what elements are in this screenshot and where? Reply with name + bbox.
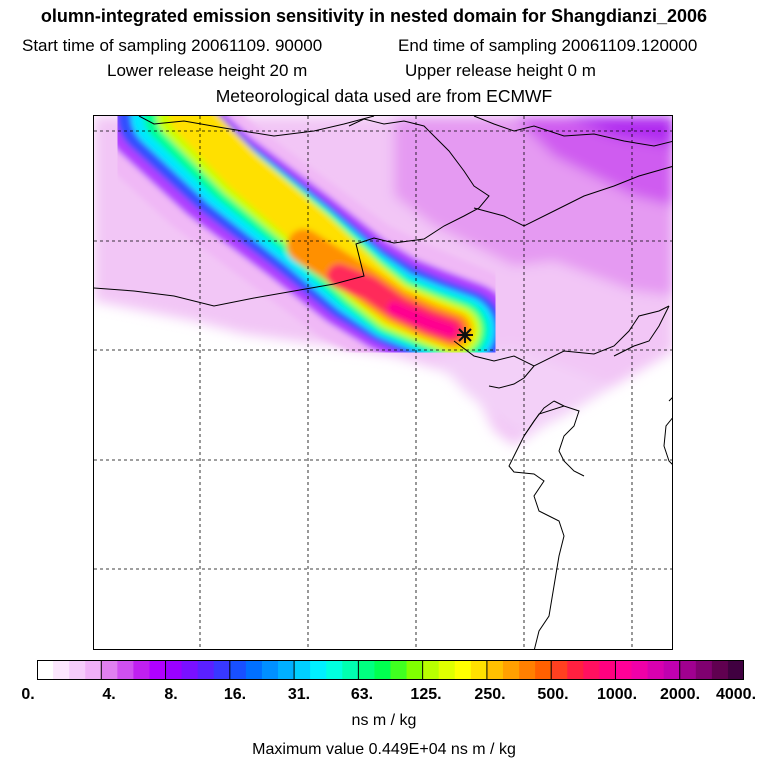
colorbar-cell [631,660,649,680]
colorbar-cell [615,660,633,680]
map-panel[interactable] [93,115,673,650]
colorbar-cell [342,660,359,680]
colorbar-cell [486,660,504,680]
colorbar-cell [519,660,536,680]
colorbar-cell [727,660,745,680]
colorbar [37,660,745,680]
colorbar-cell [101,660,118,680]
colorbar-cell [181,660,199,680]
colorbar-cell [294,660,311,680]
colorbar-tick: 500. [537,686,569,703]
colorbar-cell [326,660,343,680]
colorbar-cell [310,660,327,680]
colorbar-tick: 4000. [715,686,757,703]
colorbar-cell [663,660,681,680]
colorbar-tick: 63. [350,686,374,703]
colorbar-cell [69,660,86,680]
station-star-icon [457,327,473,343]
sampling-start: Start time of sampling 20061109. 90000 [22,36,323,55]
colorbar-tick: 2000. [659,686,701,703]
colorbar-cell [117,660,134,680]
colorbar-cell [261,660,279,680]
colorbar-cell [37,660,54,680]
colorbar-cell [567,660,584,680]
colorbar-cell [149,660,167,680]
colorbar-cell [599,660,616,680]
colorbar-tick: 125. [410,686,442,703]
emission-map [94,116,672,649]
colorbar-tick: 31. [287,686,311,703]
colorbar-cell [133,660,150,680]
colorbar-cell [647,660,665,680]
colorbar-cell [679,660,697,680]
colorbar-tick: 4. [102,686,116,703]
colorbar-cell [406,660,424,680]
colorbar-cell [502,660,520,680]
lower-release-height: Lower release height 20 m [107,61,308,80]
colorbar-cell [711,660,729,680]
colorbar-cell [165,660,183,680]
met-data-note: Meteorological data used are from ECMWF [215,86,553,106]
upper-release-height: Upper release height 0 m [405,61,596,80]
colorbar-cell [695,660,713,680]
colorbar-cell [470,660,488,680]
colorbar-cell [358,660,375,680]
colorbar-cell [438,660,456,680]
colorbar-cell [454,660,472,680]
plume [94,116,529,396]
map-title: olumn-integrated emission sensitivity in… [40,6,708,26]
colorbar-tick: 250. [474,686,506,703]
colorbar-tick: 8. [164,686,178,703]
colorbar-cell [53,660,70,680]
lat-lon-grid [94,116,672,649]
colorbar-tick: 1000. [596,686,638,703]
colorbar-cell [535,660,552,680]
colorbar-cell [390,660,408,680]
colorbar-cell [197,660,215,680]
maximum-value: Maximum value 0.449E+04 ns m / kg [252,741,516,758]
colorbar-cell [213,660,231,680]
colorbar-cell [551,660,568,680]
colorbar-units: ns m / kg [351,712,417,729]
colorbar-cell [85,660,102,680]
colorbar-cell [422,660,440,680]
colorbar-cell [229,660,247,680]
colorbar-cell [278,660,295,680]
colorbar-frame [37,660,744,680]
colorbar-cell [245,660,263,680]
sampling-end: End time of sampling 20061109.120000 [398,36,698,55]
colorbar-cell [583,660,600,680]
colorbar-tick: 16. [223,686,247,703]
colorbar-tick: 0. [21,686,35,703]
borders [94,116,672,649]
colorbar-cell [374,660,391,680]
